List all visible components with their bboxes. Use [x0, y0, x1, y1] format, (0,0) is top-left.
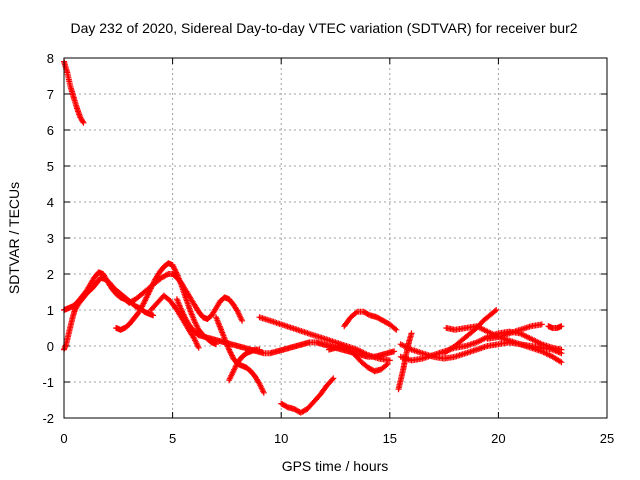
data-point-markers	[61, 269, 133, 313]
y-tick-label: -1	[42, 375, 54, 390]
x-tick-label: 15	[383, 431, 397, 446]
data-point-markers	[61, 58, 87, 126]
series-s20	[545, 323, 565, 331]
data-point-markers	[484, 321, 545, 342]
y-tick-label: 3	[47, 231, 54, 246]
grid	[64, 58, 607, 418]
data-point-markers	[341, 308, 400, 333]
series-s3	[61, 274, 157, 353]
data-point-markers	[326, 343, 391, 375]
x-tick-label: 5	[169, 431, 176, 446]
series-s12	[326, 343, 391, 375]
y-tick-label: 6	[47, 123, 54, 138]
y-tick-label: 0	[47, 339, 54, 354]
series-s19	[484, 321, 545, 342]
axis-ticks: 0 5 10 15 20 25 -2 -1 0 1 2 3 4 5 6 7 8	[42, 51, 614, 446]
series-s1	[61, 58, 87, 126]
y-tick-label: 2	[47, 267, 54, 282]
series-s13	[341, 308, 400, 333]
data-point-markers	[545, 323, 565, 331]
data-point-markers	[256, 314, 393, 364]
data-point-markers	[126, 271, 246, 324]
y-axis-label: SDTVAR / TECUs	[6, 182, 22, 294]
data-layer	[61, 58, 565, 416]
y-tick-label: 8	[47, 51, 54, 66]
series-s8	[213, 314, 267, 396]
chart-title: Day 232 of 2020, Sidereal Day-to-day VTE…	[70, 20, 577, 36]
series-s5	[126, 271, 246, 324]
y-tick-label: 1	[47, 303, 54, 318]
series-s10	[256, 314, 393, 364]
x-tick-label: 20	[491, 431, 505, 446]
series-s9	[226, 346, 263, 384]
y-tick-label: 7	[47, 87, 54, 102]
y-tick-label: -2	[42, 411, 54, 426]
plot-frame	[63, 57, 608, 419]
x-axis-label: GPS time / hours	[282, 458, 389, 474]
x-tick-label: 25	[600, 431, 614, 446]
series-s2	[61, 269, 133, 313]
data-point-markers	[61, 274, 157, 353]
y-tick-label: 5	[47, 159, 54, 174]
x-tick-label: 10	[274, 431, 288, 446]
data-point-markers	[213, 314, 267, 396]
data-point-markers	[278, 375, 337, 416]
data-point-markers	[226, 346, 263, 384]
series-s11	[278, 375, 337, 416]
x-tick-label: 0	[60, 431, 67, 446]
y-tick-label: 4	[47, 195, 54, 210]
